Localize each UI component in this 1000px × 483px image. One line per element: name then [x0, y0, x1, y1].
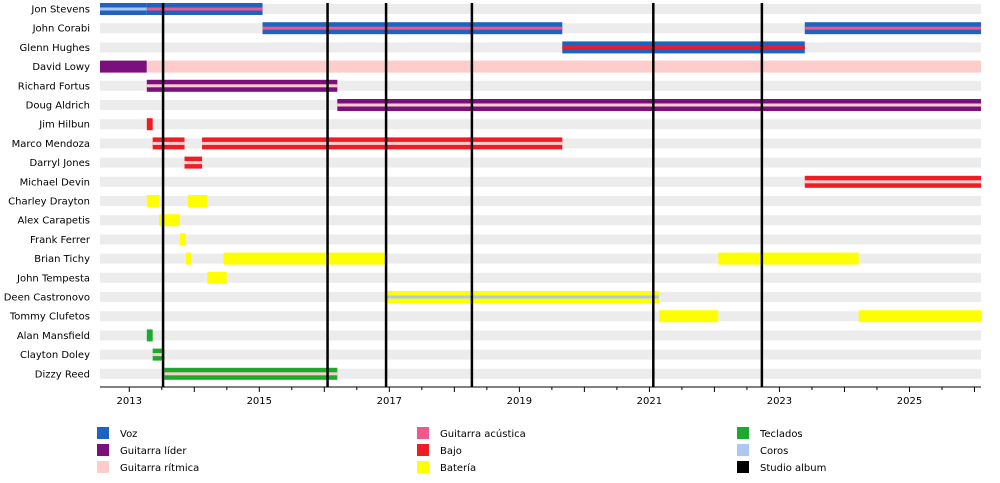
member-bar — [185, 252, 192, 265]
row-stripe — [100, 176, 981, 187]
member-bar-secondary — [100, 7, 147, 11]
legend-label: Guitarra líder — [120, 445, 187, 457]
legend-label: Coros — [760, 446, 788, 457]
member-bar — [187, 195, 208, 207]
member-labels: Jon Stevens John Corabi Glenn Hughes David … — [4, 5, 91, 381]
row-stripe — [100, 4, 981, 14]
member-bar-secondary — [262, 26, 563, 30]
legend-swatch — [417, 461, 429, 473]
legend-label: Teclados — [759, 429, 803, 440]
member-label: Alex Carapetis — [18, 216, 90, 227]
row-stripe — [100, 349, 981, 360]
row-stripe — [100, 42, 981, 53]
row-stripes — [100, 4, 981, 379]
member-bar-secondary — [202, 141, 563, 145]
member-bar-secondary — [152, 141, 185, 145]
member-label: Jon Stevens — [30, 5, 90, 16]
legend-swatch — [97, 444, 109, 456]
legend-label: Guitarra acústica — [440, 428, 526, 440]
row-stripe — [100, 330, 981, 341]
row-stripe — [100, 272, 981, 283]
x-tick-label: 2023 — [767, 396, 792, 407]
member-label: Dizzy Reed — [35, 369, 90, 380]
legend-swatch — [97, 461, 109, 473]
member-label: John Corabi — [32, 24, 90, 35]
member-label: Clayton Doley — [20, 350, 90, 361]
x-tick-label: 2013 — [117, 396, 142, 407]
legend: Voz Guitarra líder Guitarra rítmica Guitarr… — [97, 427, 826, 474]
member-bar-secondary — [337, 103, 981, 107]
member-bar — [659, 310, 719, 323]
member-label: Marco Mendoza — [12, 139, 90, 150]
member-label: Charley Drayton — [8, 197, 90, 208]
member-bar — [146, 118, 153, 131]
x-axis: 2013 2015 2017 2019 2021 2023 2025 — [100, 386, 981, 407]
x-tick-label: 2025 — [897, 396, 922, 407]
member-bar — [207, 271, 227, 284]
member-bar-secondary — [146, 84, 338, 88]
row-stripe — [100, 234, 981, 245]
legend-swatch — [417, 427, 429, 439]
row-stripe — [100, 196, 981, 206]
member-bar-secondary — [384, 295, 660, 299]
member-label: Alan Mansfield — [17, 331, 90, 342]
x-tick-label: 2015 — [247, 396, 272, 407]
member-bar-secondary — [146, 7, 263, 11]
member-label: Darryl Jones — [29, 158, 90, 169]
legend-label: Guitarra rítmica — [120, 462, 199, 474]
legend-label: Batería — [440, 462, 476, 474]
member-bar — [718, 252, 859, 265]
row-stripe — [100, 311, 981, 322]
row-stripe — [100, 253, 981, 264]
legend-swatch — [737, 461, 749, 473]
member-bar-secondary — [804, 26, 981, 30]
row-stripe — [100, 157, 981, 168]
member-bar — [179, 233, 186, 246]
member-bar — [159, 214, 180, 227]
member-label: Jim Hilbun — [38, 120, 90, 131]
legend-swatch — [417, 444, 429, 456]
x-tick-label: 2017 — [377, 396, 402, 407]
member-bar — [223, 252, 385, 265]
member-label: Glenn Hughes — [20, 43, 90, 54]
member-label: Frank Ferrer — [30, 235, 91, 246]
legend-swatch — [97, 427, 109, 439]
x-tick-label: 2021 — [637, 396, 662, 407]
member-bar — [146, 329, 153, 342]
legend-swatch — [737, 427, 749, 439]
member-label: Doug Aldrich — [26, 101, 90, 112]
member-label: John Tempesta — [16, 273, 90, 284]
album-lines — [161, 3, 764, 387]
member-bar-secondary — [562, 45, 805, 49]
member-bar — [146, 195, 160, 207]
member-label: David Lowy — [32, 62, 90, 73]
member-bar-secondary — [164, 372, 338, 376]
x-tick-label: 2019 — [507, 396, 532, 407]
member-bar-secondary — [152, 353, 165, 357]
member-bar — [100, 60, 147, 73]
member-bar-secondary — [184, 161, 203, 165]
legend-label: Studio album — [760, 463, 826, 474]
member-label: Michael Devin — [20, 177, 90, 188]
member-bar — [146, 60, 981, 73]
member-label: Deen Castronovo — [4, 293, 90, 304]
legend-swatch — [737, 444, 749, 456]
legend-label: Bajo — [440, 446, 462, 457]
row-stripe — [100, 80, 981, 91]
member-label: Richard Fortus — [18, 81, 90, 92]
member-bar — [858, 310, 981, 323]
row-stripe — [100, 119, 981, 130]
row-stripe — [100, 368, 981, 379]
member-label: Tommy Clufetos — [9, 312, 90, 323]
member-label: Brian Tichy — [34, 254, 90, 265]
legend-label: Voz — [120, 429, 137, 440]
member-bar-secondary — [804, 180, 981, 184]
row-stripe — [100, 215, 981, 226]
member-bars — [100, 3, 981, 380]
